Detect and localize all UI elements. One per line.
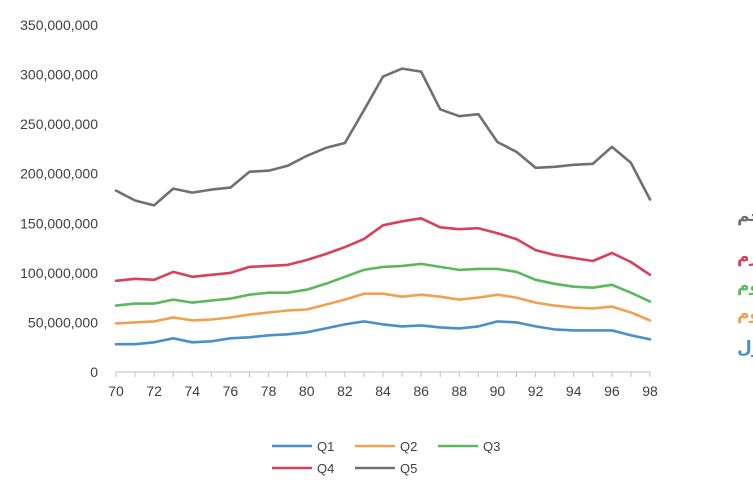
y-tick-label: 300,000,000 [20,67,98,83]
x-axis: 70 72 74 76 78 80 82 84 86 88 90 92 94 96 98 [108,371,658,399]
x-tick-label: 80 [299,383,315,399]
y-tick-label: 100,000,000 [20,265,98,281]
legend-label-q3: Q3 [483,439,500,454]
legend-label-q1: Q1 [317,439,334,454]
y-tick-label: 0 [90,364,98,380]
x-tick-label: 86 [413,383,429,399]
x-tick-label: 92 [528,383,544,399]
legend-label-q5: Q5 [400,461,417,476]
series-line-q1 [114,320,652,346]
series-line-q5 [114,67,652,207]
x-tick-label: 78 [261,383,277,399]
series-line-q4 [114,217,652,283]
y-tick-label: 50,000,000 [28,314,98,330]
x-tick-label: 70 [108,383,124,399]
legend: Q1 Q2 Q3 Q4 Q5 [272,439,500,476]
x-tick-label: 82 [337,383,353,399]
y-tick-label: 200,000,000 [20,166,98,182]
series-line-q2 [114,292,652,325]
series-line-q3 [114,262,652,307]
x-tick-label: 76 [223,383,239,399]
x-tick-label: 88 [451,383,467,399]
x-tick-label: 74 [184,383,200,399]
y-axis: 0 50,000,000 100,000,000 150,000,000 200,000… [20,17,98,380]
series-label-q4: پنجک چهارم [737,247,753,267]
legend-label-q2: Q2 [400,439,417,454]
series-label-q3: پنجک سوم [737,276,753,296]
y-tick-label: 350,000,000 [20,17,98,33]
x-tick-label: 98 [642,383,658,399]
legend-label-q4: Q4 [317,461,334,476]
x-tick-label: 72 [146,383,162,399]
x-tick-label: 90 [490,383,506,399]
series-label-q1: پنجک اول [737,338,753,358]
x-tick-label: 96 [604,383,620,399]
x-tick-label: 84 [375,383,391,399]
y-tick-label: 150,000,000 [20,215,98,231]
series-lines [114,67,652,346]
y-tick-label: 250,000,000 [20,116,98,132]
series-label-q5: پنجک پنجم [737,206,753,226]
series-label-q2: پنجک دوم [737,304,753,324]
x-tick-label: 94 [566,383,582,399]
